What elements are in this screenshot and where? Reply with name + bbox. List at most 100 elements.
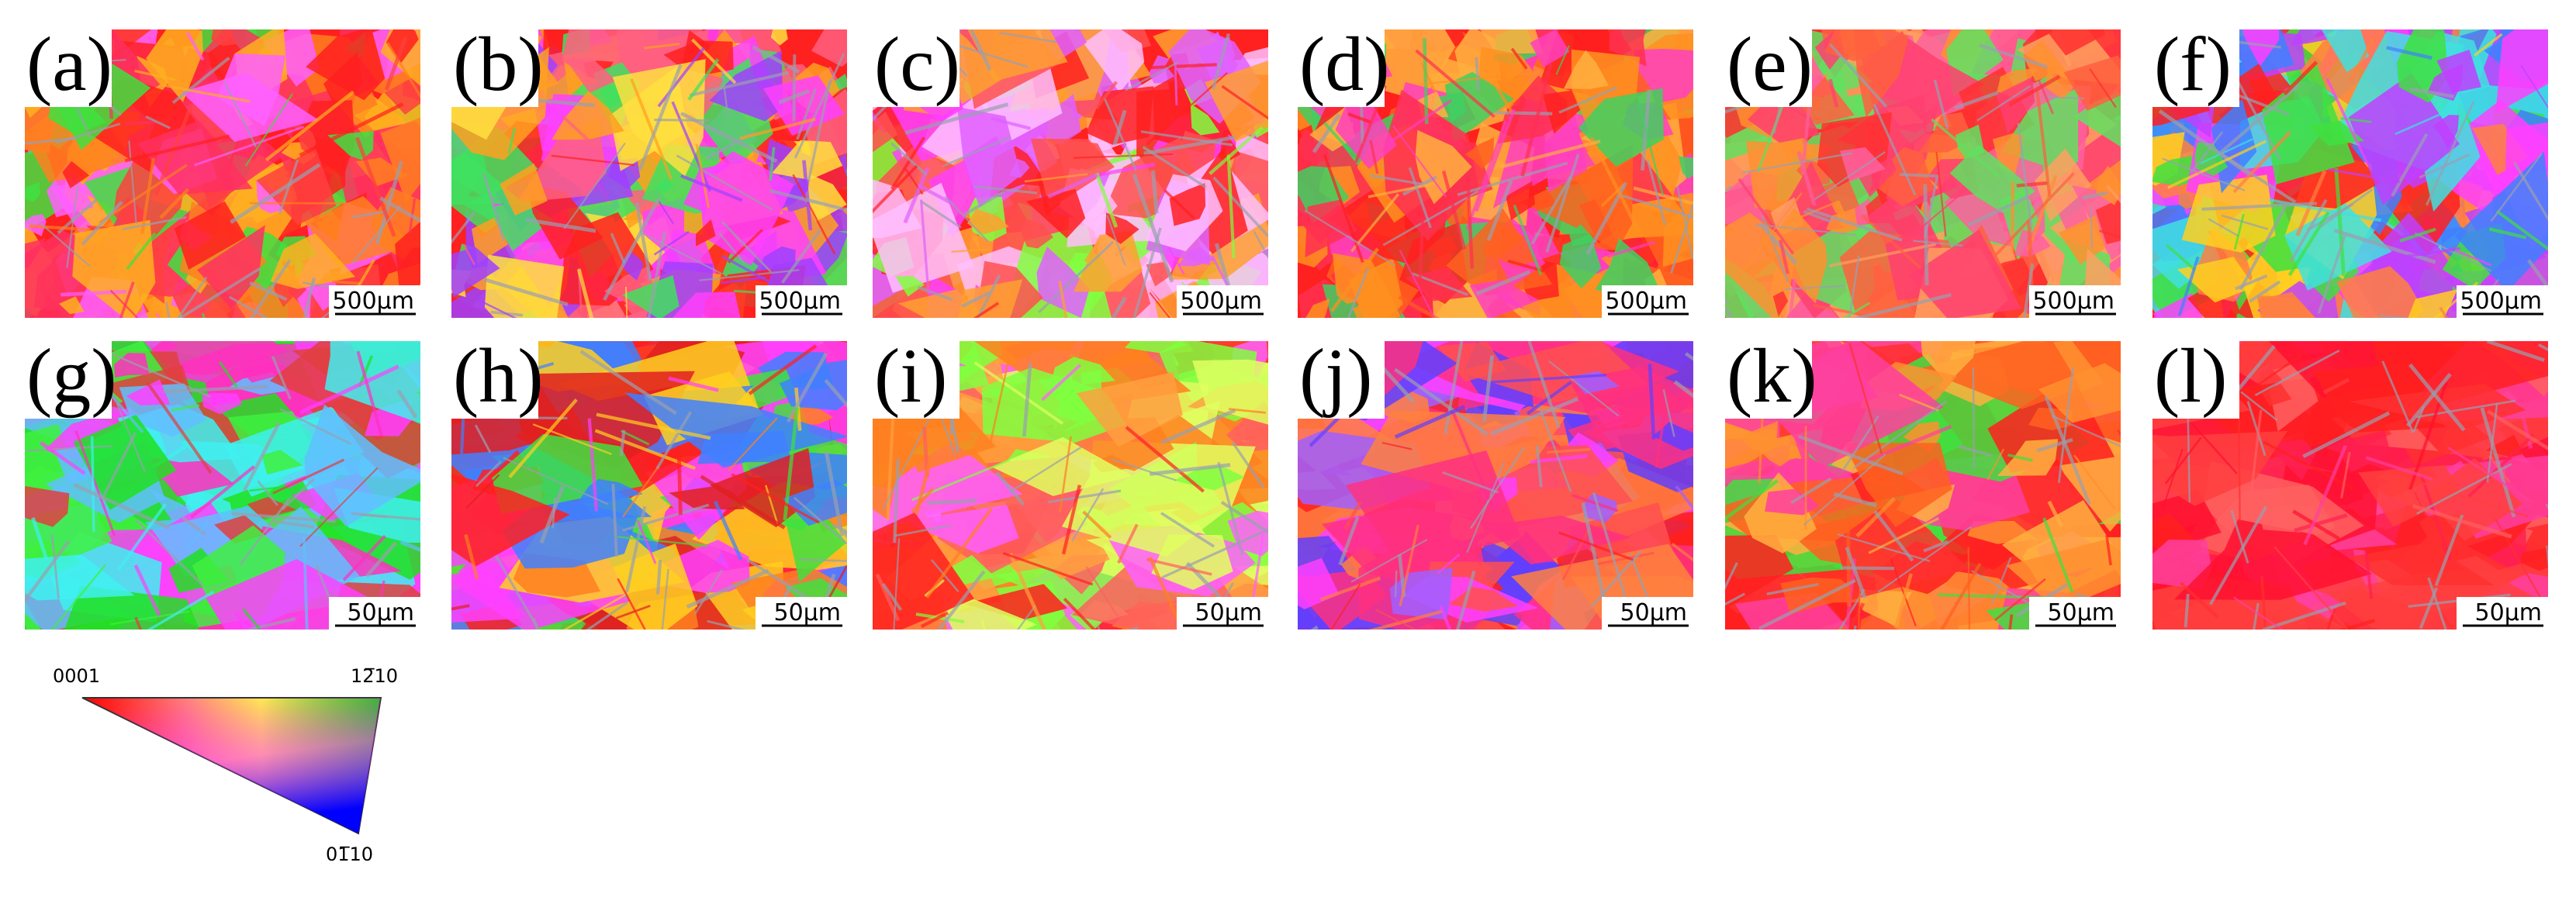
boundary (1676, 185, 1693, 260)
boundary (1558, 86, 1618, 114)
boundary (1845, 558, 1857, 630)
grain (1305, 298, 1330, 318)
boundary (1790, 477, 1832, 505)
boundary (1323, 154, 1364, 264)
boundary (1338, 516, 1360, 566)
panel-label: (a) (26, 21, 112, 107)
boundary (2158, 109, 2251, 177)
label-box (451, 29, 538, 107)
boundary (1024, 173, 1088, 183)
boundary (1600, 184, 1625, 207)
boundary (1369, 140, 1379, 174)
boundary (1312, 113, 1341, 154)
boundary (1038, 240, 1115, 313)
boundary (1725, 185, 1733, 193)
boundary (695, 143, 710, 208)
grain (2152, 430, 2288, 506)
boundary (1671, 542, 1693, 562)
boundary (464, 533, 479, 580)
boundary (927, 499, 977, 505)
boundary (707, 619, 746, 630)
boundary (1149, 292, 1171, 318)
grain (484, 254, 565, 318)
grain (1679, 156, 1693, 179)
boundary (2047, 500, 2064, 528)
boundary (893, 458, 900, 543)
boundary (1381, 441, 1412, 450)
grain (811, 29, 847, 67)
boundary (1418, 217, 1425, 281)
boundary (1475, 57, 1480, 91)
boundary (1469, 447, 1525, 530)
boundary (2035, 89, 2052, 197)
grain (1480, 29, 1544, 54)
panel-label: (h) (453, 333, 544, 419)
boundary (2208, 218, 2239, 237)
boundary (2416, 399, 2516, 419)
scale-bar-text: 50µm (774, 599, 841, 626)
boundary (2177, 256, 2200, 316)
boundary (2081, 191, 2107, 200)
boundary (2017, 122, 2033, 229)
grain (1305, 199, 1357, 257)
grain (552, 91, 624, 140)
boundary (140, 157, 155, 234)
boundary (242, 617, 296, 630)
boundary (2491, 136, 2503, 165)
boundary (765, 485, 779, 525)
boundary (1990, 557, 2012, 605)
grain (451, 474, 570, 567)
grain (1772, 291, 1789, 317)
grain (763, 75, 845, 136)
boundary (1160, 512, 1215, 548)
boundary (921, 200, 962, 229)
scale-bar-box (329, 597, 420, 630)
grain (1544, 114, 1588, 193)
boundary (122, 216, 187, 231)
boundary (752, 45, 800, 74)
boundary (748, 344, 818, 395)
boundary (679, 112, 778, 164)
boundary (731, 473, 820, 524)
boundary (2447, 446, 2534, 504)
boundary (508, 398, 578, 478)
boundary (2521, 417, 2533, 449)
boundary (2502, 623, 2512, 630)
boundary (2413, 491, 2436, 536)
grain (873, 112, 898, 153)
boundary (242, 422, 281, 492)
grain (1020, 219, 1053, 249)
boundary (1150, 170, 1159, 214)
boundary (1855, 497, 1897, 538)
grain (324, 341, 420, 424)
boundary (1537, 403, 1572, 492)
grain (303, 196, 413, 267)
grain (25, 181, 41, 202)
boundary (303, 277, 316, 318)
boundary (658, 200, 674, 225)
boundary (1389, 99, 1452, 143)
boundary (2526, 259, 2548, 291)
grain (1483, 516, 1631, 565)
boundary (2022, 263, 2035, 318)
boundary (1807, 207, 1903, 242)
grain (59, 296, 85, 315)
grain (967, 29, 1068, 81)
boundary (1994, 578, 2046, 622)
boundary (1368, 609, 1444, 630)
boundary (163, 385, 268, 394)
boundary (2233, 213, 2245, 250)
boundary (2187, 412, 2191, 503)
boundary (1008, 552, 1047, 630)
boundary (1655, 405, 1668, 468)
grain (2014, 229, 2051, 257)
boundary (2340, 451, 2351, 499)
boundary (2381, 361, 2415, 433)
boundary (686, 568, 769, 609)
boundary (739, 117, 816, 140)
boundary (1106, 215, 1126, 266)
scale-bar-box (1602, 597, 1693, 630)
grain (146, 29, 203, 102)
boundary (2334, 167, 2346, 277)
